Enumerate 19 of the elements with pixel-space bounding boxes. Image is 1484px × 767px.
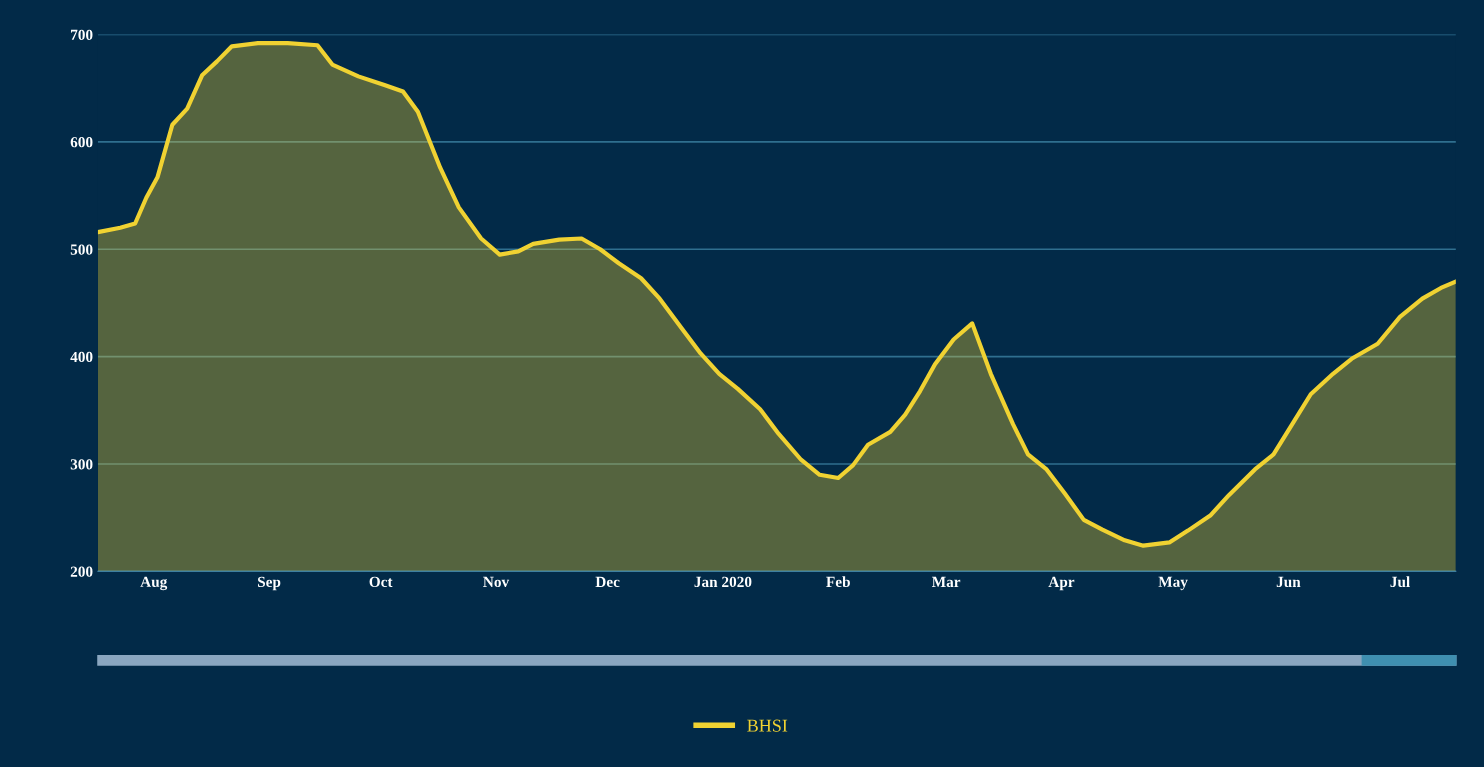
x-tick-label: Dec: [595, 576, 620, 588]
x-tick-label: Aug: [140, 576, 168, 591]
x-tick-label: Sep: [258, 576, 281, 591]
y-tick-label: 300: [70, 459, 93, 470]
x-tick-label: Nov: [483, 576, 510, 588]
legend-label: BHSI: [747, 719, 788, 732]
x-tick-label: May: [1158, 576, 1188, 591]
y-tick-label: 200: [70, 566, 93, 577]
y-tick-label: 700: [71, 29, 93, 40]
x-tick-label: Jun: [1276, 576, 1301, 588]
x-tick-label: Jul: [1390, 576, 1410, 588]
x-tick-label: Oct: [369, 576, 393, 588]
x-tick-label: Mar: [931, 576, 961, 588]
y-tick-label: 400: [70, 351, 93, 363]
x-tick-label: Apr: [1048, 576, 1075, 591]
y-tick-label: 500: [70, 244, 93, 255]
x-tick-label: Jan 2020: [694, 576, 752, 588]
x-tick-label: Feb: [826, 576, 850, 588]
y-tick-label: 600: [70, 137, 93, 148]
